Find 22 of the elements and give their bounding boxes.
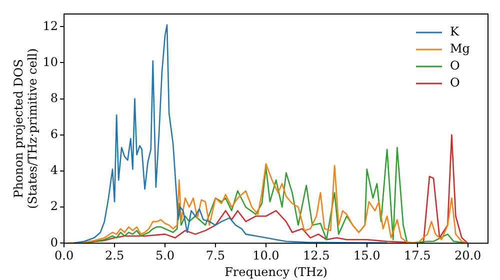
x-tick-label: 12.5 xyxy=(303,248,330,263)
legend-label: O xyxy=(450,76,460,90)
y-axis-title: Phonon projected DOS (States/THz·primitive cell) xyxy=(11,48,40,209)
x-tick-label: 15.0 xyxy=(354,248,380,263)
y-tick-label: 8 xyxy=(50,90,58,105)
y-tick-label: 6 xyxy=(50,127,58,142)
x-axis-title: Frequency (THz) xyxy=(224,264,328,279)
x-tick-label: 0.0 xyxy=(54,248,74,263)
y-tick-label: 2 xyxy=(50,199,58,214)
x-tick-label: 7.5 xyxy=(206,248,226,263)
y-tick-label: 12 xyxy=(42,18,58,33)
y-tick-label: 0 xyxy=(50,235,58,250)
legend-label: K xyxy=(450,24,460,39)
x-tick-label: 2.5 xyxy=(104,248,124,263)
x-tick-label: 17.5 xyxy=(404,248,431,263)
x-tick-label: 20.0 xyxy=(454,248,482,263)
legend-label: O xyxy=(450,58,460,73)
legend-label: Mg xyxy=(450,42,470,56)
y-tick-label: 4 xyxy=(50,163,58,178)
y-tick-label: 10 xyxy=(42,54,58,69)
x-tick-label: 10.0 xyxy=(252,248,280,263)
x-tick-label: 5.0 xyxy=(155,248,175,263)
